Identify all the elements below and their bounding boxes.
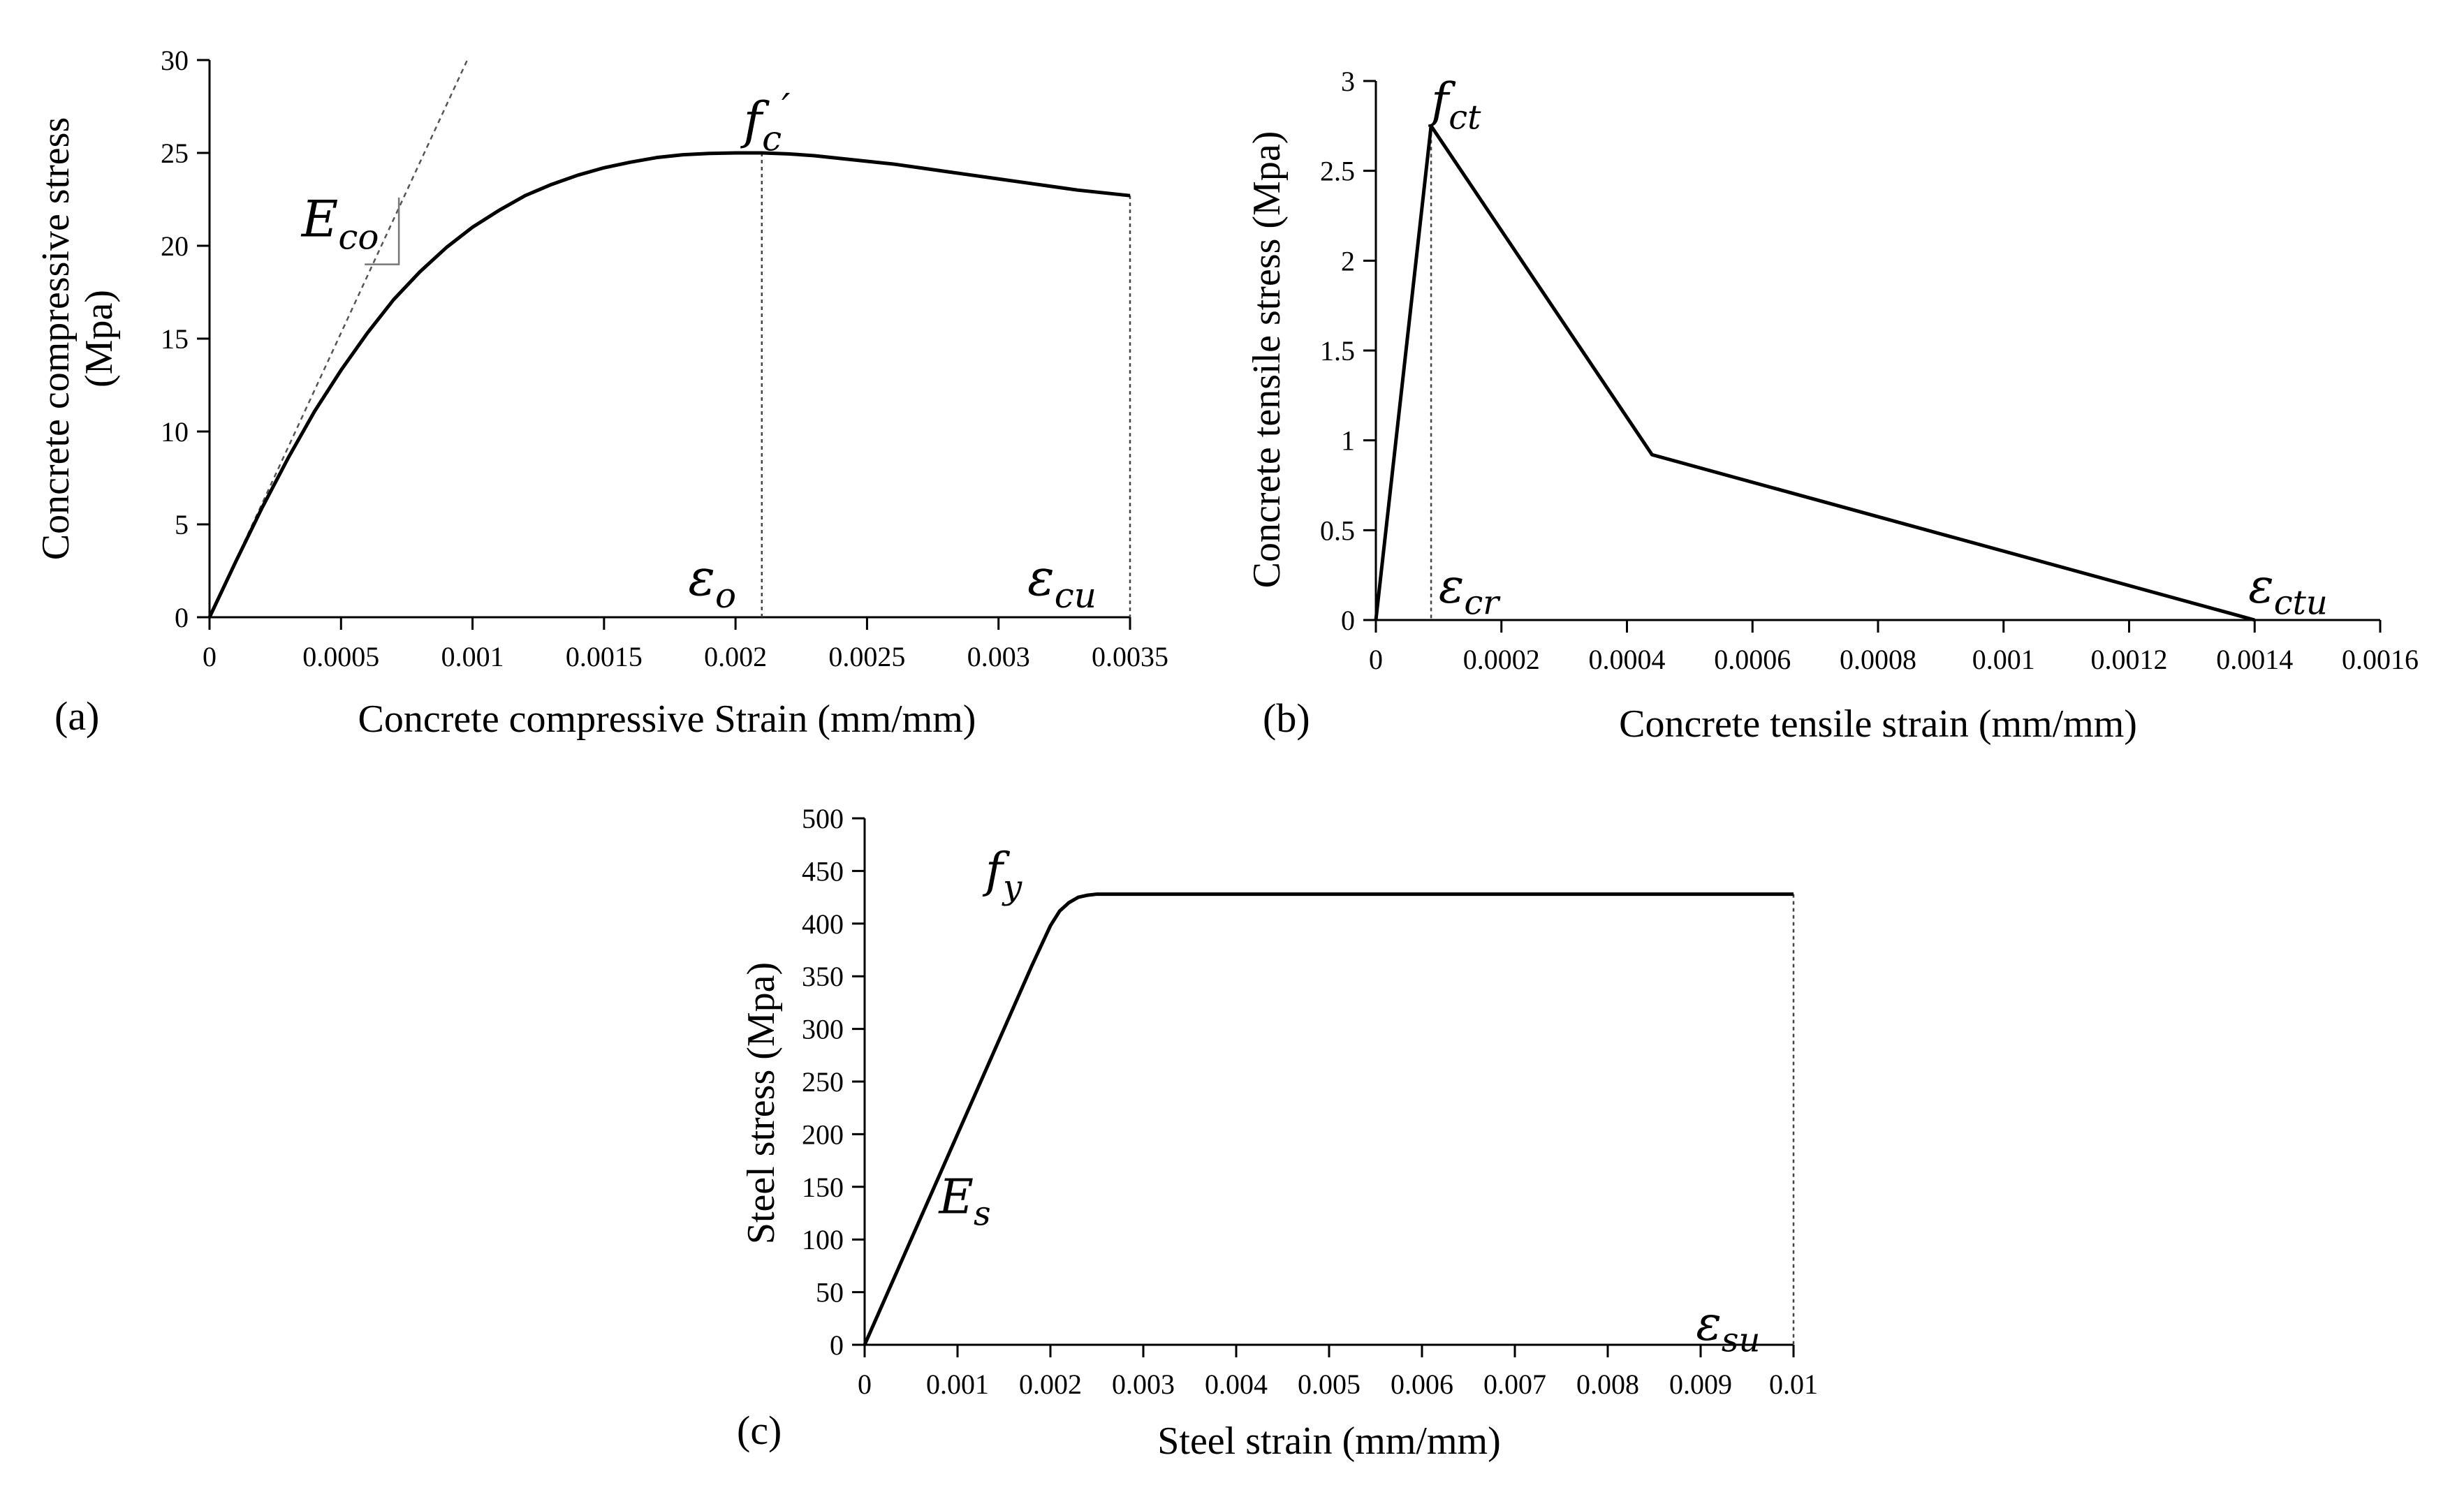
panel-b-y-axis-title: Concrete tensile stress (Mpa) [1245,131,1289,589]
panel-a-annotation: εcu [1027,548,1097,616]
panel-c-y-tick-label: 150 [802,1172,844,1203]
panel-b-y-tick-label: 2 [1341,245,1355,276]
panel-a-y-tick-label: 20 [161,230,189,262]
panel-c-annotation: εsu [1696,1296,1760,1359]
panel-a-x-tick-label: 0.0035 [1092,641,1168,672]
panel-b-label: (b) [1263,695,1310,741]
panel-c-y-tick-label: 450 [802,855,844,887]
panel-c-stress-strain-curve [863,892,1794,1346]
panel-b-x-tick-label: 0.001 [1972,644,2035,675]
panel-b-x-tick-label: 0.0004 [1589,644,1666,675]
panel-a-x-tick-label: 0.0025 [828,641,905,672]
panel-b-y-tick-label: 0.5 [1320,515,1355,546]
chart-panel-b: (b) Concrete tensile strain (mm/mm) Conc… [1245,66,2419,746]
panel-c-x-tick-label: 0.005 [1298,1369,1361,1400]
panel-b-y-tick-label: 1.5 [1320,335,1355,367]
panel-c-y-axis-title: Steel stress (Mpa) [740,962,783,1244]
panel-c-label: (c) [737,1408,782,1453]
panel-b-x-tick-label: 0.0012 [2091,644,2168,675]
panel-b-stress-strain-curve [1374,124,2255,622]
panel-a-annotation: εo [688,548,736,616]
panel-c-x-axis-title: Steel strain (mm/mm) [1157,1419,1500,1463]
panel-a-slope-triangle [365,197,400,265]
panel-b-x-tick-label: 0.0014 [2216,644,2293,675]
panel-a-label: (a) [54,693,99,739]
panel-c-x-tick-label: 0.002 [1019,1369,1082,1400]
panel-a-x-tick-label: 0.0015 [566,641,643,672]
panel-c-y-tick-label: 400 [802,908,844,940]
panel-a-x-tick-label: 0.003 [967,641,1030,672]
panel-a-y-tick-label: 15 [161,323,189,355]
panel-c-y-tick-label: 500 [802,803,844,834]
panel-b-x-axis-title: Concrete tensile strain (mm/mm) [1619,702,2137,746]
panel-c-y-tick-label: 300 [802,1014,844,1045]
panel-c-x-tick-label: 0 [858,1369,872,1400]
panel-c-x-tick-label: 0.007 [1483,1369,1546,1400]
panel-c-y-tick-label: 100 [802,1224,844,1255]
panel-b-annotation: fct [1428,73,1481,137]
panel-a-stress-strain-curve [207,151,1131,619]
panel-c-y-tick-label: 0 [830,1329,844,1361]
panel-a-annotation: fc′ [740,86,790,159]
panel-c-annotation: fy [982,843,1022,907]
panel-c-x-tick-label: 0.008 [1576,1369,1639,1400]
panel-a-x-tick-label: 0 [203,641,217,672]
panel-a-x-axis-title: Concrete compressive Strain (mm/mm) [358,698,976,741]
panel-a-x-tick-label: 0.001 [441,641,504,672]
chart-panel-a: (a) Concrete compressive Strain (mm/mm) … [34,45,1168,741]
panel-b-annotation: εctu [2248,559,2328,622]
panel-a-y-tick-label: 5 [175,509,189,540]
panel-b-x-tick-label: 0.0008 [1840,644,1916,675]
panel-a-y-axis-title-line2: (Mpa) [78,290,121,388]
panel-a-annotation: Eco [300,190,379,258]
panel-c-x-tick-label: 0.01 [1769,1369,1818,1400]
panel-c-x-tick-label: 0.003 [1112,1369,1175,1400]
panel-c-y-tick-label: 50 [816,1277,844,1308]
panel-b-y-tick-label: 2.5 [1320,156,1355,187]
panel-c-x-tick-label: 0.006 [1391,1369,1453,1400]
panel-b-y-tick-label: 0 [1341,605,1355,636]
panel-b-y-tick-label: 3 [1341,66,1355,97]
panel-c-x-tick-label: 0.004 [1205,1369,1268,1400]
panel-b-annotation: εcr [1439,559,1501,622]
panel-a-x-tick-label: 0.002 [704,641,767,672]
panel-a-x-tick-label: 0.0005 [302,641,379,672]
panel-c-annotation: Es [937,1170,990,1234]
panel-b-x-tick-label: 0 [1369,644,1383,675]
panel-b-x-tick-label: 0.0002 [1463,644,1540,675]
panel-a-y-axis-title-line1: Concrete compressive stress [34,117,78,560]
chart-panel-c: (c) Steel strain (mm/mm) Steel stress (M… [737,803,1818,1463]
panel-b-x-tick-label: 0.0016 [2342,644,2419,675]
panel-b-y-tick-label: 1 [1341,425,1355,457]
panel-a-y-tick-label: 25 [161,138,189,169]
panel-a-y-tick-label: 0 [175,602,189,633]
panel-b-x-tick-label: 0.0006 [1714,644,1791,675]
panel-c-y-tick-label: 350 [802,961,844,992]
panel-c-y-tick-label: 200 [802,1119,844,1150]
panel-a-y-tick-label: 10 [161,416,189,448]
panel-a-y-tick-label: 30 [161,45,189,76]
panel-c-x-tick-label: 0.009 [1669,1369,1732,1400]
panel-c-y-tick-label: 250 [802,1066,844,1098]
panel-c-x-tick-label: 0.001 [926,1369,989,1400]
